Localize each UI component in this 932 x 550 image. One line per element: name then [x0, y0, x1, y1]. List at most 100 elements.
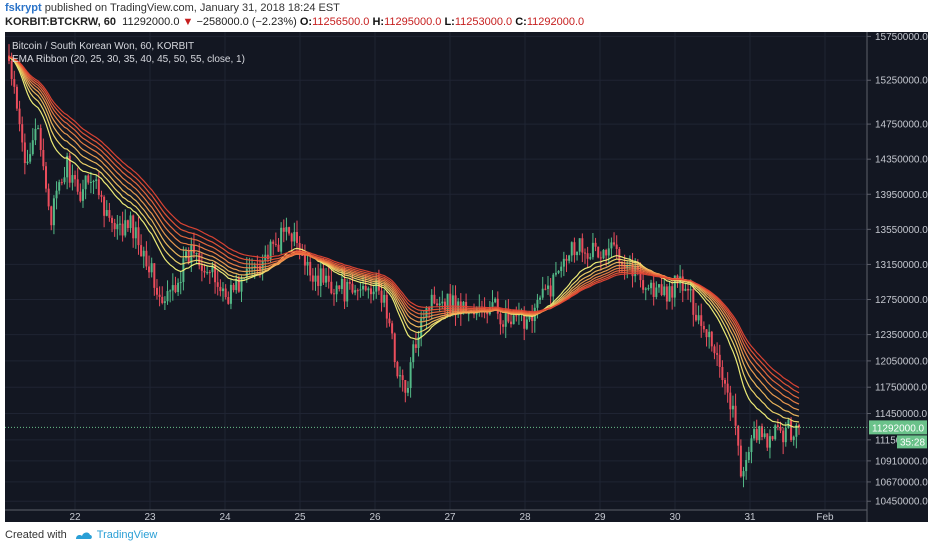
candle-body	[288, 227, 291, 234]
candle-body	[721, 367, 724, 381]
open-value: 11256500.0	[312, 16, 370, 28]
candle-body	[671, 286, 674, 298]
candle-body	[708, 331, 711, 338]
x-tick-label: 29	[594, 512, 606, 522]
candle-body	[692, 289, 695, 315]
candle-body	[211, 265, 214, 273]
candle-body	[557, 271, 560, 273]
y-tick-label: 12750000.0	[875, 295, 928, 306]
candle-body	[768, 436, 771, 448]
candle-body	[425, 307, 428, 318]
candle-body	[71, 175, 74, 183]
y-tick-label: 11450000.0	[875, 409, 928, 420]
chart-canvas[interactable]: 15750000.0 15250000.0 14750000.0 14350000.0…	[5, 32, 928, 522]
low-label: L:	[444, 16, 455, 28]
candle-body	[583, 252, 586, 254]
candle-body	[224, 288, 227, 298]
chart-title: Bitcoin / South Korean Won, 60, KORBIT	[12, 41, 195, 52]
candle-body	[771, 436, 774, 440]
price-chart[interactable]: 15750000.0 15250000.0 14750000.0 14350000.0…	[5, 32, 928, 522]
candle-body	[158, 294, 161, 297]
candle-body	[108, 210, 111, 218]
candle-body	[591, 242, 594, 258]
candle-body	[687, 288, 690, 291]
countdown-label: 35:28	[900, 437, 925, 448]
y-tick-label: 15250000.0	[875, 76, 928, 87]
candle-body	[750, 438, 753, 453]
candle-body	[684, 288, 687, 291]
countdown-tag	[897, 435, 927, 449]
candle-body	[491, 302, 494, 307]
candle-body	[710, 331, 713, 347]
candle-body	[245, 268, 248, 278]
candle-body	[552, 274, 555, 297]
candle-body	[97, 179, 100, 196]
candle-body	[761, 426, 764, 437]
candle-body	[219, 286, 222, 292]
candle-body	[647, 288, 650, 290]
candle-body	[10, 60, 13, 80]
candle-body	[118, 223, 121, 225]
candle-body	[726, 383, 729, 393]
candle-body	[512, 315, 515, 325]
candle-body	[766, 433, 769, 448]
candle-body	[594, 242, 597, 247]
candle-body	[330, 281, 333, 294]
candle-body	[546, 285, 549, 289]
candle-body	[253, 265, 256, 268]
candle-body	[443, 301, 446, 310]
candle-body	[396, 362, 399, 377]
candle-body	[8, 55, 10, 61]
tradingview-link[interactable]: TradingView	[96, 529, 158, 541]
change-value: −258000.0 (−2.23%)	[196, 16, 297, 28]
candle-body	[660, 284, 663, 295]
ohlc-bar: KORBIT:BTCKRW, 60 11292000.0 ▼ −258000.0…	[5, 16, 584, 28]
candle-body	[449, 293, 452, 314]
candle-body	[544, 288, 547, 290]
candle-body	[507, 311, 510, 322]
candle-body	[504, 311, 507, 327]
candle-body	[697, 315, 700, 321]
candle-body	[148, 266, 151, 273]
close-label: C:	[515, 16, 527, 28]
indicator-label[interactable]: EMA Ribbon (20, 25, 30, 35, 40, 45, 50, …	[12, 54, 245, 65]
candle-body	[417, 337, 420, 348]
candle-body	[536, 299, 539, 308]
candle-body	[208, 272, 211, 274]
candle-body	[129, 215, 132, 229]
candle-body	[401, 375, 404, 381]
candle-body	[615, 244, 618, 249]
chart-legend: Bitcoin / South Korean Won, 60, KORBIT E…	[12, 40, 245, 66]
candle-body	[702, 325, 705, 330]
open-label: O:	[299, 16, 313, 28]
candle-body	[256, 265, 259, 267]
candle-body	[105, 210, 108, 216]
candle-body	[451, 295, 454, 314]
candle-body	[216, 282, 219, 287]
candle-body	[369, 288, 372, 295]
candle-body	[89, 181, 92, 183]
candle-body	[430, 294, 433, 310]
candle-body	[171, 285, 174, 291]
candle-body	[335, 285, 338, 295]
x-tick-label: 30	[669, 512, 681, 522]
candle-body	[137, 227, 140, 246]
candle-body	[248, 268, 251, 270]
candle-body	[113, 222, 116, 230]
candle-body	[663, 286, 666, 295]
candle-body	[565, 258, 568, 261]
candle-body	[274, 243, 277, 245]
candle-body	[309, 261, 312, 276]
author-link[interactable]: fskrypt	[5, 2, 42, 14]
y-tick-label: 14350000.0	[875, 155, 928, 166]
y-tick-label: 13550000.0	[875, 225, 928, 236]
candle-body	[388, 318, 391, 324]
candle-body	[203, 270, 206, 273]
candle-body	[739, 445, 742, 477]
candle-body	[66, 155, 69, 178]
candle-body	[763, 433, 766, 437]
footer: Created with TradingView	[5, 529, 157, 541]
candle-body	[729, 392, 732, 410]
x-tick-label: 24	[219, 512, 231, 522]
candle-body	[525, 319, 528, 329]
